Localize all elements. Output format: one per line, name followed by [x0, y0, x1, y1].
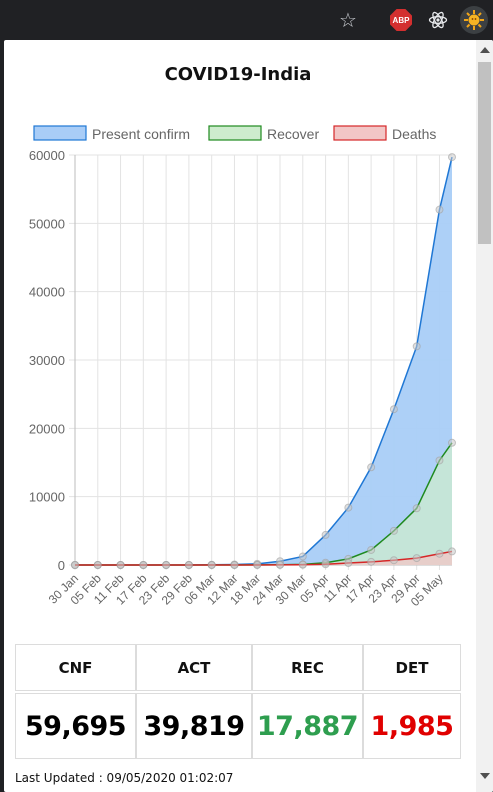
data-point [71, 561, 79, 569]
data-point [162, 561, 171, 569]
data-point [389, 556, 398, 565]
react-devtools-icon[interactable] [424, 6, 452, 34]
data-point [412, 504, 421, 513]
star-icon[interactable]: ☆ [339, 8, 357, 32]
value-deaths: 1,985 [363, 693, 461, 759]
scroll-down-arrow-icon[interactable] [480, 773, 490, 779]
data-point [230, 560, 239, 569]
adblock-plus-label: ABP [390, 9, 412, 31]
legend-swatch [33, 125, 87, 141]
header-recovered: REC [252, 644, 363, 691]
data-point [448, 438, 456, 447]
y-tick-label: 0 [58, 558, 65, 573]
popup-title: COVID19-India [164, 64, 312, 85]
y-tick-label: 30000 [29, 353, 65, 368]
data-point [344, 503, 353, 512]
data-point [367, 545, 376, 554]
browser-toolbar: ☆ ABP [0, 0, 493, 40]
series-area [75, 442, 452, 565]
y-tick-label: 60000 [29, 148, 65, 163]
data-point [184, 561, 193, 569]
data-point [139, 561, 148, 569]
data-point [448, 547, 456, 556]
extension-popup: COVID19-India 0 10000 20000 30000 40000 50000… [4, 40, 493, 792]
y-tick-label: 20000 [29, 421, 65, 436]
scrollbar[interactable] [476, 40, 493, 792]
legend-label: Present confirm [92, 126, 190, 142]
value-recovered: 17,887 [252, 693, 363, 759]
y-tick-label: 40000 [29, 285, 65, 300]
series-area [75, 551, 452, 565]
data-point [298, 552, 307, 561]
data-point [448, 153, 456, 162]
legend-label: Recover [267, 126, 319, 142]
data-point [367, 557, 376, 566]
scroll-up-arrow-icon[interactable] [480, 47, 490, 53]
header-confirmed: CNF [15, 644, 136, 691]
data-point [253, 560, 262, 569]
data-point [367, 463, 376, 472]
data-point [276, 560, 285, 569]
last-updated-text: Last Updated : 09/05/2020 01:02:07 [15, 771, 234, 785]
data-point [116, 561, 125, 569]
data-point [93, 561, 102, 569]
data-point [435, 549, 444, 558]
data-point [435, 456, 444, 465]
data-point [207, 561, 216, 569]
y-tick-label: 10000 [29, 490, 65, 505]
y-tick-label: 50000 [29, 216, 65, 231]
data-point [412, 342, 421, 351]
adblock-plus-icon[interactable]: ABP [387, 6, 415, 34]
header-active: ACT [136, 644, 252, 691]
legend-swatch [333, 125, 387, 141]
data-point [389, 526, 398, 535]
data-point [412, 554, 421, 563]
data-point [344, 559, 353, 568]
value-active: 39,819 [136, 693, 252, 759]
data-point [298, 560, 307, 569]
header-deaths: DET [363, 644, 461, 691]
data-point [435, 205, 444, 214]
data-point [389, 405, 398, 414]
data-point [321, 560, 330, 569]
covid-extension-icon[interactable] [460, 6, 488, 34]
value-confirmed: 59,695 [15, 693, 136, 759]
data-point [321, 530, 330, 539]
scrollbar-thumb[interactable] [478, 62, 491, 244]
series-area [75, 157, 452, 565]
legend-swatch [208, 125, 262, 141]
legend-label: Deaths [392, 126, 436, 142]
